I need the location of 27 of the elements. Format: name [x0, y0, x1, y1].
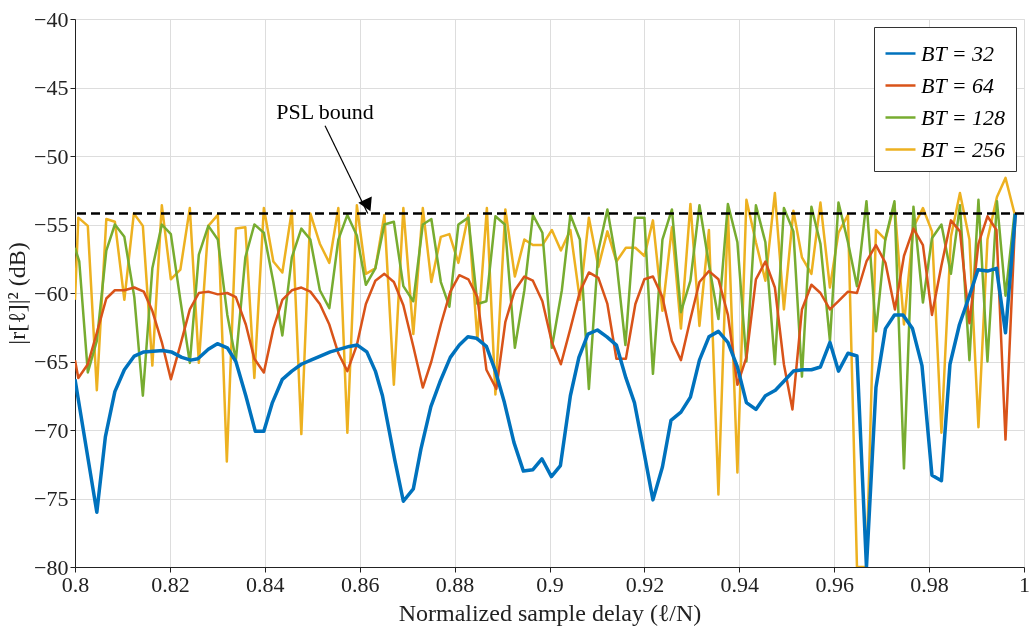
x-tick-label: 0.88	[435, 571, 475, 597]
y-tick-label: −40	[34, 6, 69, 32]
annotation: PSL bound	[276, 98, 374, 124]
legend-label: BT = 256	[921, 136, 1006, 162]
y-tick-label: −65	[34, 349, 69, 374]
x-tick-label: 0.9	[536, 571, 564, 597]
x-tick-label: 0.82	[151, 571, 190, 597]
y-tick-label: −50	[34, 143, 69, 169]
y-tick-label: −75	[34, 486, 69, 511]
y-tick-label: −45	[34, 75, 69, 100]
x-tick-label: 0.96	[815, 571, 854, 597]
legend-label: BT = 32	[921, 40, 995, 66]
y-tick-label: −60	[34, 280, 69, 306]
legend-label: BT = 64	[921, 72, 995, 98]
x-tick-label: 0.94	[720, 571, 760, 597]
x-tick-label: 0.86	[340, 571, 380, 597]
x-tick-label: 0.84	[246, 571, 285, 597]
x-tick-label: 0.92	[625, 571, 665, 597]
line-series	[75, 212, 1017, 441]
legend-label: BT = 128	[921, 104, 1006, 130]
y-tick-label: −55	[34, 212, 69, 237]
y-tick-label: −70	[34, 417, 69, 443]
line-series	[75, 198, 1016, 470]
x-axis-title: Normalized sample delay (ℓ/N)	[398, 599, 702, 626]
x-tick-label: 1	[1019, 571, 1030, 597]
x-tick-label: 0.98	[910, 571, 949, 597]
y-axis-title: |r[ℓ]|² (dB)	[4, 242, 31, 345]
